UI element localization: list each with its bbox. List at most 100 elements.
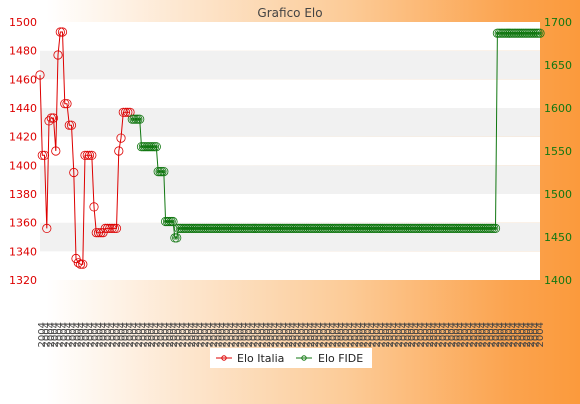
x-axis-tick-label: 2004 [262, 322, 273, 347]
x-axis-tick-label: 2004 [37, 322, 48, 347]
x-axis-tick-label: 2004 [108, 322, 119, 347]
x-axis-tick-label: 2004 [279, 322, 290, 347]
x-axis-tick-label: 2004 [178, 322, 189, 347]
data-point [89, 202, 99, 212]
x-axis-tick-label: 2004 [447, 322, 458, 347]
x-axis-tick-label: 2004 [187, 322, 198, 347]
x-axis-tick-label: 2004 [469, 322, 480, 347]
data-point [51, 146, 61, 156]
x-axis-tick-label: 2004 [412, 322, 423, 347]
data-point [62, 99, 72, 109]
x-axis-tick-label: 2004 [213, 322, 224, 347]
data-point [487, 223, 497, 233]
x-axis-tick-label: 2004 [41, 322, 52, 347]
data-point-inner [162, 170, 166, 174]
x-axis-tick-label: 2004 [227, 322, 238, 347]
x-axis-tick-label: 2004 [50, 322, 61, 347]
left-axis-tick-label: 1480 [9, 45, 37, 58]
data-point [157, 167, 167, 177]
x-axis-tick-label: 2004 [451, 322, 462, 347]
data-point [490, 223, 501, 233]
x-axis-tick-label: 2004 [416, 322, 427, 347]
data-point-inner [171, 219, 175, 224]
x-axis-tick-label: 2004 [160, 322, 171, 347]
data-point [93, 228, 104, 238]
left-axis-tick-label: 1440 [9, 102, 37, 115]
data-point [37, 150, 47, 160]
data-point-inner [152, 145, 157, 149]
data-point [120, 107, 131, 117]
data-point [125, 107, 135, 117]
x-axis-tick-label: 2004 [165, 322, 176, 347]
data-point-inner [536, 31, 540, 35]
x-axis-tick-label: 2004 [465, 322, 476, 347]
data-point-inner [492, 226, 496, 230]
x-axis-tick-label: 2004 [218, 322, 229, 347]
legend-elo-italia-label: Elo Italia [237, 352, 284, 365]
x-axis-tick-label: 2004 [376, 322, 387, 347]
x-axis-tick-label: 2004 [121, 322, 132, 347]
x-axis-tick-label: 2004 [297, 322, 308, 347]
x-axis-tick-label: 2004 [249, 322, 260, 347]
x-axis-tick-label: 2004 [231, 322, 242, 347]
x-axis-tick-label: 2004 [363, 322, 374, 347]
x-axis-tick-label: 2004 [77, 322, 88, 347]
x-axis-tick-label: 2004 [420, 322, 431, 347]
x-axis-tick-label: 2004 [315, 322, 326, 347]
left-axis-tick-label: 1500 [9, 16, 37, 29]
x-axis-tick-label: 2004 [46, 322, 57, 347]
x-axis-tick-label: 2004 [324, 322, 335, 347]
x-axis-tick-label: 2004 [182, 322, 193, 347]
data-point [535, 28, 545, 38]
right-axis-ticks: 1400 1450 1500 1550 1600 1650 1700 [544, 16, 572, 287]
x-axis-tick-label: 2004 [284, 322, 295, 347]
left-axis-tick-label: 1400 [9, 159, 37, 172]
data-point [44, 116, 54, 126]
x-axis-tick-label: 2004 [59, 322, 70, 347]
x-axis-tick-label: 2004 [196, 322, 207, 347]
data-point [164, 216, 174, 227]
data-point [91, 228, 101, 238]
right-axis-tick-label: 1550 [544, 145, 572, 158]
series-elo-italia [35, 27, 135, 269]
data-point [73, 258, 83, 268]
chart-title: Grafico Elo [257, 6, 322, 20]
grid-band [40, 79, 540, 108]
data-point-inner [154, 145, 158, 149]
x-axis-tick-label: 2004 [328, 322, 339, 347]
grid-band [40, 22, 540, 51]
x-axis-tick-label: 2004 [257, 322, 268, 347]
series-elo-fide [127, 28, 545, 243]
x-axis-tick-label: 2004 [513, 322, 524, 347]
x-axis-tick-label: 2004 [63, 322, 74, 347]
x-axis-tick-label: 2004 [359, 322, 370, 347]
x-axis-tick-label: 2004 [112, 322, 123, 347]
data-point [148, 142, 158, 152]
x-axis-tick-label: 2004 [500, 322, 511, 347]
x-axis-tick-label: 2004 [288, 322, 299, 347]
x-axis-tick-label: 2004 [473, 322, 484, 347]
x-axis-tick-label: 2004 [403, 322, 414, 347]
x-axis-tick-label: 2004 [425, 322, 436, 347]
data-point [100, 223, 110, 233]
data-point [109, 223, 119, 233]
x-axis-tick-label: 2004 [526, 322, 537, 347]
x-axis-tick-label: 2004 [390, 322, 401, 347]
x-axis-tick-label: 2004 [443, 322, 454, 347]
legend: Elo Italia Elo FIDE [210, 348, 372, 368]
data-point-inner [169, 219, 173, 224]
grid-band [40, 165, 540, 194]
data-point-inner [138, 117, 142, 121]
x-axis-tick-label: 2004 [293, 322, 304, 347]
data-point [84, 150, 95, 160]
left-axis-tick-label: 1340 [9, 245, 37, 258]
x-axis-tick-label: 2004 [143, 322, 154, 347]
x-axis-tick-label: 2004 [350, 322, 361, 347]
x-axis-tick-label: 2004 [244, 322, 255, 347]
x-axis-tick-label: 2004 [460, 322, 471, 347]
x-axis-tick-label: 2004 [385, 322, 396, 347]
data-point [533, 28, 543, 38]
x-axis-tick-label: 2004 [332, 322, 343, 347]
data-point [168, 216, 178, 227]
x-axis-tick-label: 2004 [491, 322, 502, 347]
